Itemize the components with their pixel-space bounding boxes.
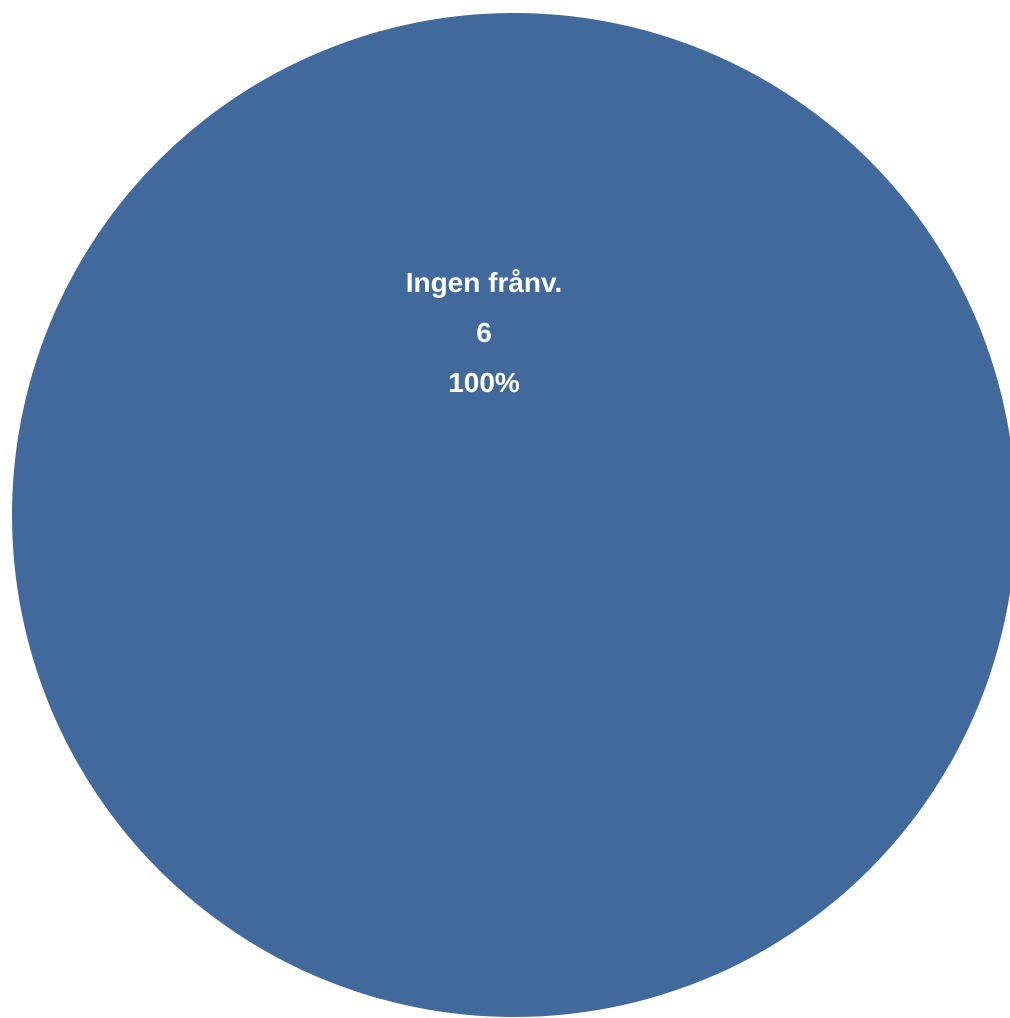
pie-slice-0 <box>12 13 1010 1017</box>
slice-label-value: 6 <box>476 317 492 348</box>
pie-labels: Ingen frånv. 6 100% <box>406 267 563 398</box>
slice-label-percent: 100% <box>448 367 520 398</box>
pie-slices <box>12 13 1010 1017</box>
slice-label-category: Ingen frånv. <box>406 267 563 298</box>
